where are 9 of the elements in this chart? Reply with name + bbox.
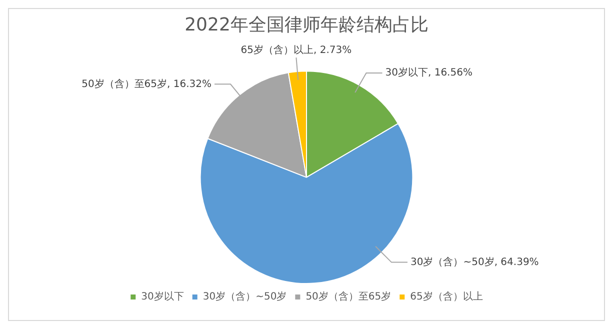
data-label: 30岁以下, 16.56% bbox=[385, 66, 472, 79]
data-label: 30岁（含）~50岁, 64.39% bbox=[410, 256, 539, 268]
data-label: 50岁（含）至65岁, 16.32% bbox=[82, 78, 212, 90]
legend-label: 65岁（含）以上 bbox=[410, 290, 483, 303]
chart-title: 2022年全国律师年龄结构占比 bbox=[184, 14, 428, 36]
data-label: 65岁（含）以上, 2.73% bbox=[240, 44, 352, 56]
legend-label: 50岁（含）至65岁 bbox=[306, 290, 392, 303]
legend-label: 30岁以下 bbox=[141, 290, 184, 303]
legend-label: 30岁（含）~50岁 bbox=[202, 290, 287, 303]
